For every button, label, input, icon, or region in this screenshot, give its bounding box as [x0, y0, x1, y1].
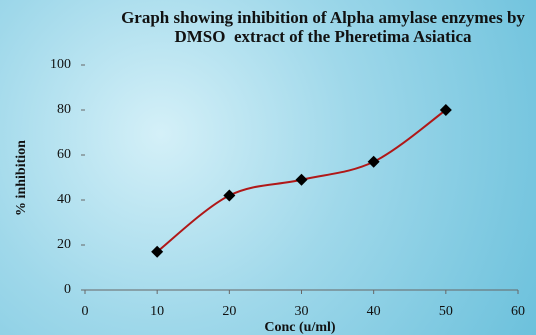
y-tick-label: 0	[64, 282, 71, 297]
plot: % inhibition Conc (u/ml) 0 20 40 60 80 100 0 10…	[0, 0, 536, 335]
y-tick-label: 40	[57, 192, 71, 207]
data-point	[296, 174, 308, 186]
x-tick-label: 60	[511, 304, 525, 319]
x-axis-label: Conc (u/ml)	[264, 320, 336, 335]
x-tick-label: 10	[150, 304, 164, 319]
y-tick-label: 60	[57, 147, 71, 162]
x-tick-label: 30	[295, 304, 309, 319]
x-tick-label: 40	[367, 304, 381, 319]
chart: % inhibition Conc (u/ml) 0 20 40 60 80 100 0 10…	[0, 0, 536, 335]
x-tick-label: 0	[82, 304, 89, 319]
x-tick-label: 50	[439, 304, 453, 319]
x-tick-label: 20	[222, 304, 236, 319]
data-point	[223, 190, 235, 202]
y-tick-label: 100	[50, 57, 71, 72]
data-point	[368, 156, 380, 168]
y-axis-label: % inhibition	[14, 140, 29, 216]
y-tick-label: 80	[57, 102, 71, 117]
y-tick-label: 20	[57, 237, 71, 252]
chart-title: Graph showing inhibition of Alpha amylas…	[110, 8, 536, 46]
